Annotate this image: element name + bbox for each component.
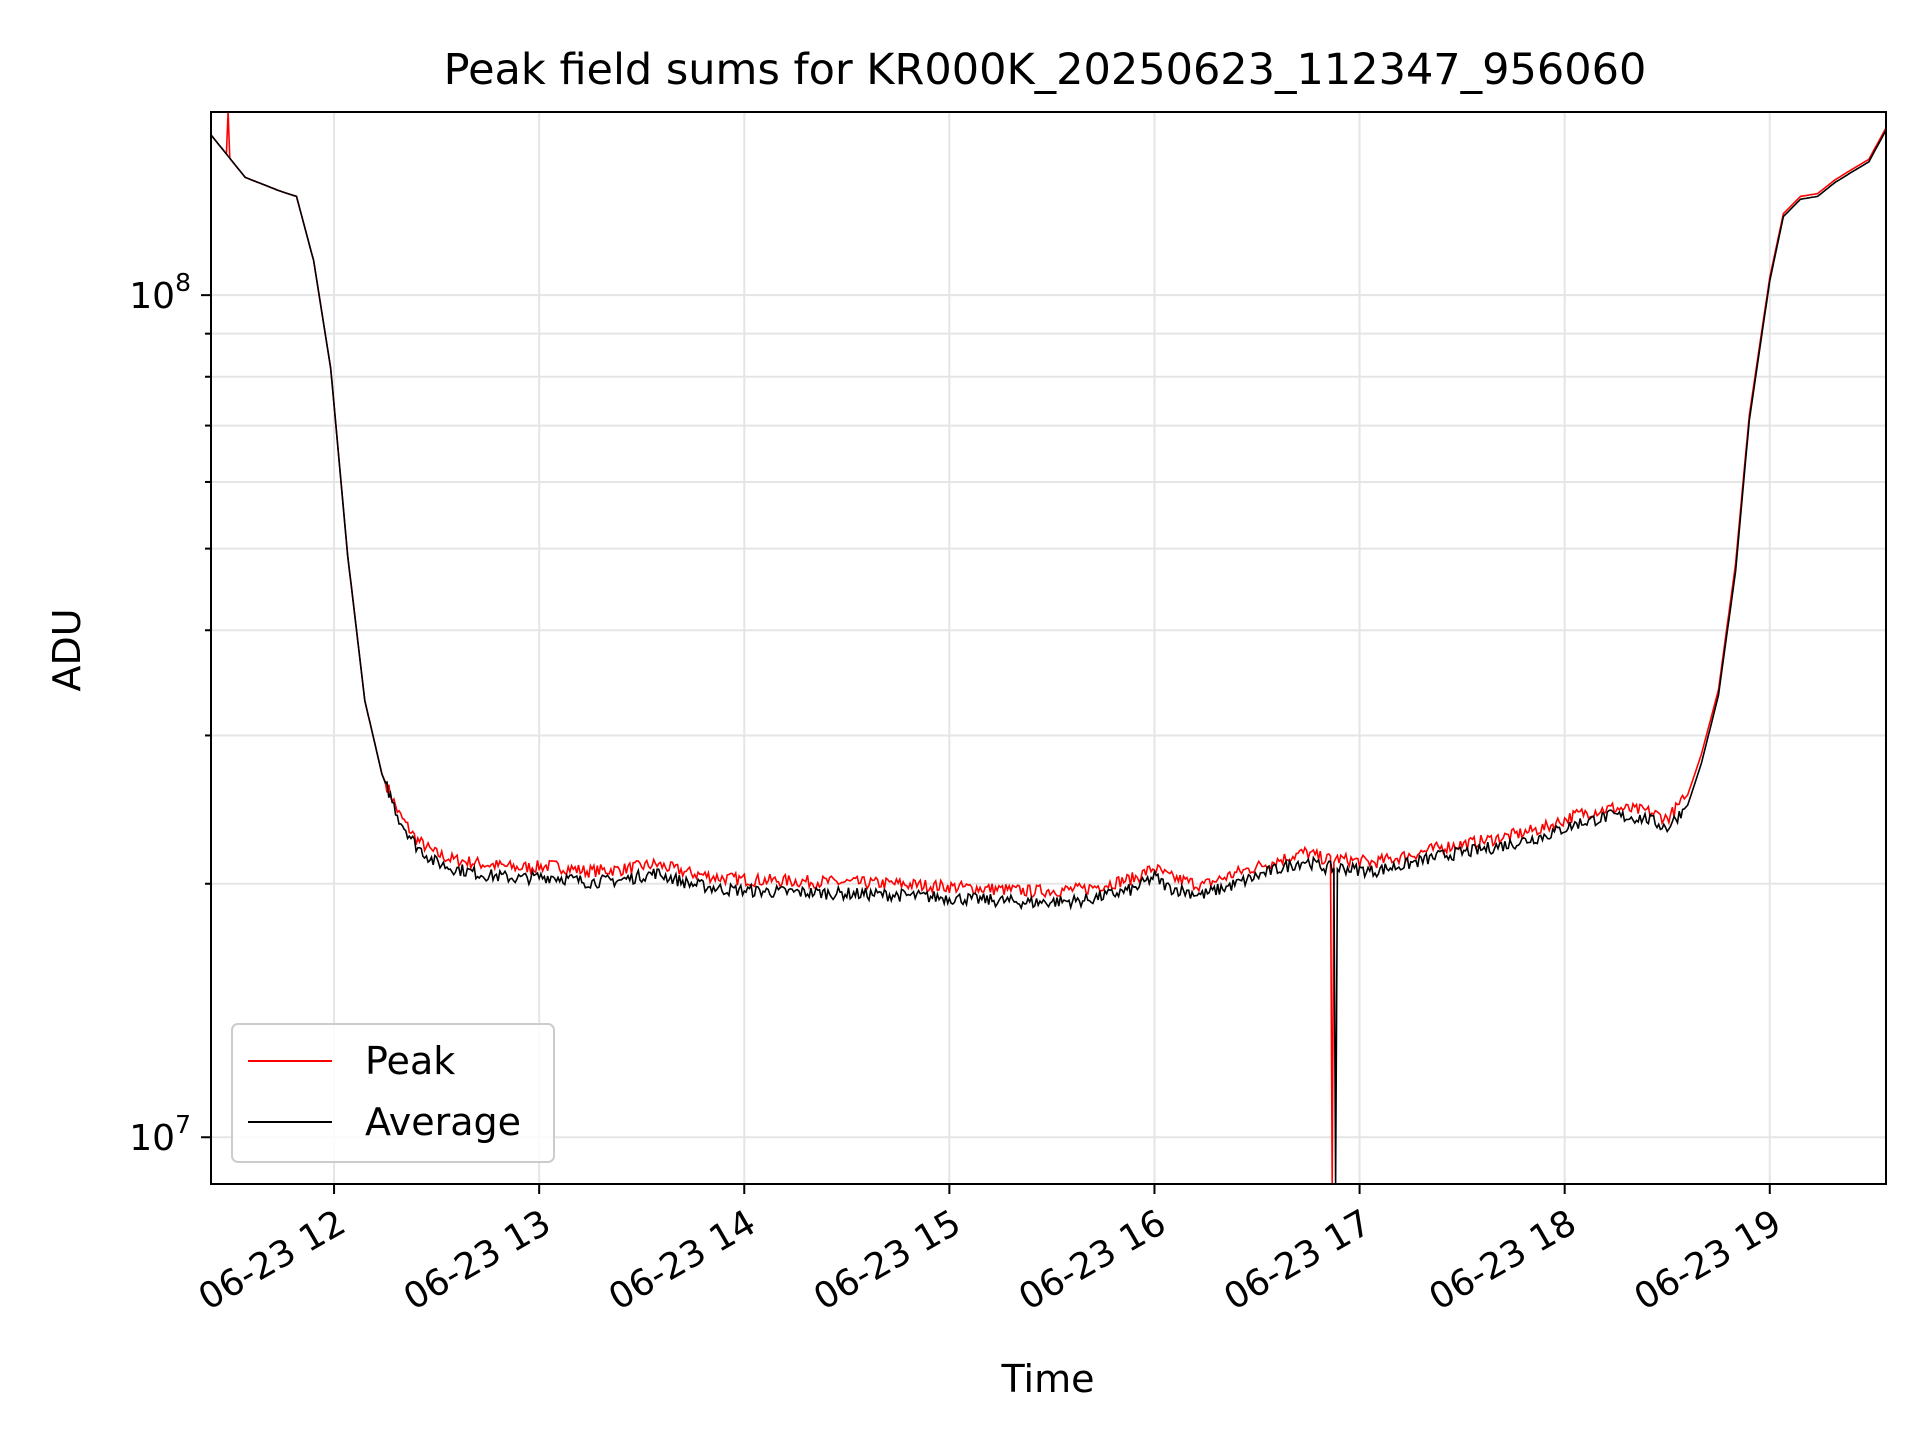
plot-frame (210, 111, 1887, 1185)
y-axis-label: ADU (45, 608, 89, 691)
series-layer (211, 112, 1886, 1184)
y-tick-label: 108 (129, 268, 191, 317)
x-axis-label: Time (1001, 1357, 1095, 1401)
legend-average-label: Average (365, 1100, 521, 1144)
legend: Peak Average (231, 1023, 555, 1163)
series-line-average (211, 129, 1886, 1184)
series-line-peak (211, 112, 1886, 1184)
legend-box (231, 1023, 555, 1163)
y-tick-label: 107 (129, 1110, 191, 1159)
y-axis-ticks: 107 108 (129, 268, 211, 1159)
chart-title: Peak field sums for KR000K_20250623_1123… (444, 45, 1647, 95)
grid-lines (211, 112, 1886, 1184)
legend-peak-label: Peak (365, 1039, 455, 1083)
